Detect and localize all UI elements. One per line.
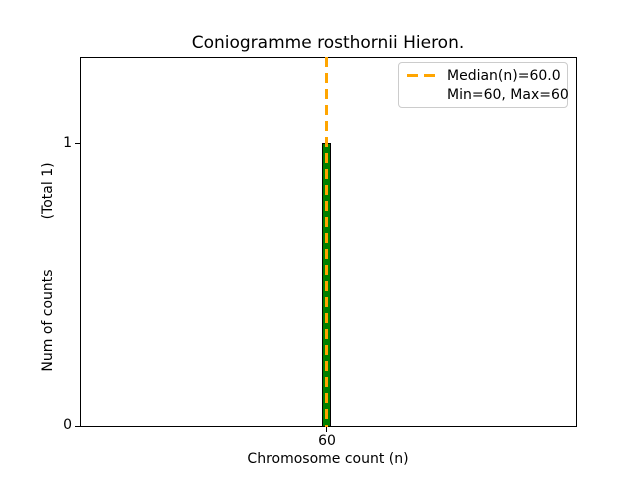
legend-label-median: Median(n)=60.0 — [447, 67, 561, 84]
y-axis-label: Num of counts (Total 1) — [40, 162, 56, 371]
y-axis-label-text: Num of counts — [40, 269, 56, 372]
y-tick-mark-1 — [75, 143, 80, 144]
empty-marker — [407, 93, 437, 96]
legend-row-median: Median(n)=60.0 — [407, 67, 561, 84]
legend-row-minmax: Min=60, Max=60 — [407, 86, 569, 103]
chart-title: Coniogramme rosthornii Hieron. — [191, 33, 465, 53]
y-axis-label-total: (Total 1) — [40, 162, 56, 220]
legend: Median(n)=60.0 Min=60, Max=60 — [398, 62, 569, 108]
legend-label-minmax: Min=60, Max=60 — [447, 86, 569, 103]
y-tick-label-0: 0 — [63, 417, 72, 433]
median-dashed-line — [325, 57, 328, 427]
x-axis-label: Chromosome count (n) — [247, 451, 409, 467]
y-tick-mark-0 — [75, 426, 80, 427]
y-tick-label-1: 1 — [63, 135, 72, 151]
x-tick-label-60: 60 — [318, 433, 336, 449]
x-tick-mark-60 — [326, 427, 327, 432]
orange-dashed-line-icon — [407, 74, 437, 77]
